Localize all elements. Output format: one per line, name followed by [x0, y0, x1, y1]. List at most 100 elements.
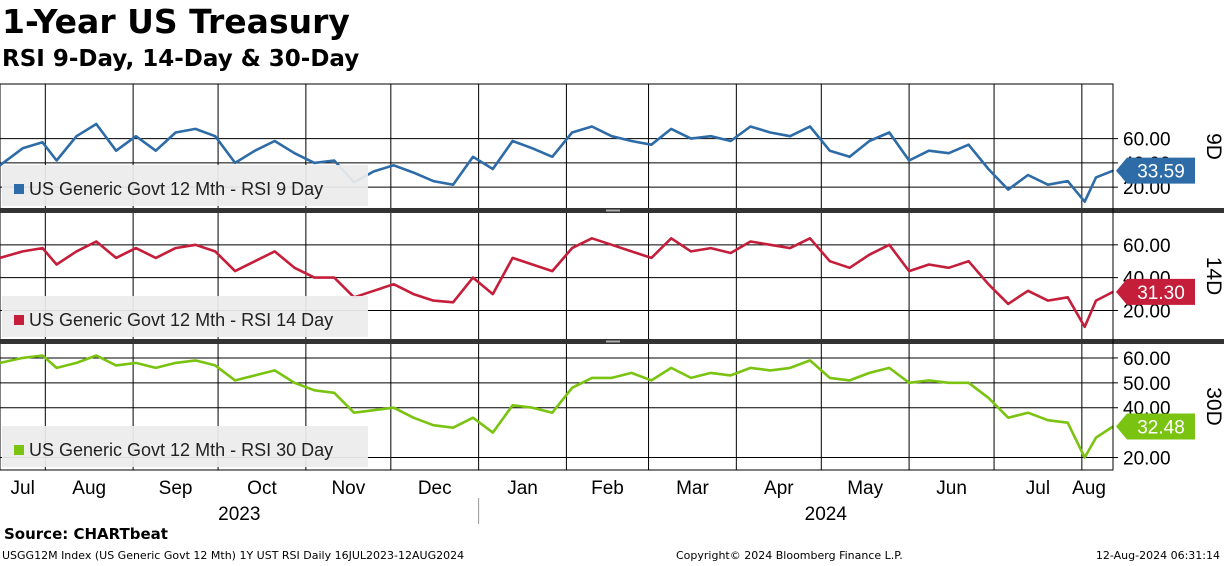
data-point: [452, 426, 454, 429]
data-point: [313, 389, 316, 392]
x-tick-label: Aug: [1072, 478, 1106, 499]
data-point: [353, 411, 355, 414]
x-tick-label: Apr: [764, 478, 794, 499]
data-point: [908, 159, 910, 162]
source-note: Source: CHARTbeat: [4, 525, 168, 543]
data-point: [670, 237, 672, 240]
legend-label: US Generic Govt 12 Mth - RSI 9 Day: [29, 179, 323, 199]
data-point: [1095, 299, 1097, 302]
data-point: [1095, 436, 1097, 439]
data-point: [293, 152, 296, 154]
data-point: [333, 276, 335, 279]
data-point: [273, 250, 276, 253]
data-point: [828, 149, 831, 152]
data-point: [75, 362, 78, 364]
x-tick-label: Jul: [11, 478, 35, 499]
data-point: [194, 128, 197, 130]
data-point: [789, 135, 791, 137]
data-point: [174, 247, 177, 249]
data-point: [670, 367, 672, 369]
panel-side-label: 14D: [1202, 257, 1224, 296]
y-tick-label: 20.00: [1123, 449, 1171, 470]
data-point: [1047, 183, 1049, 186]
data-point: [610, 377, 613, 379]
data-point: [551, 411, 554, 414]
data-point: [115, 149, 117, 152]
data-point: [591, 125, 593, 128]
data-point: [571, 247, 573, 249]
data-point: [333, 159, 335, 162]
data-point: [809, 359, 811, 362]
year-label: 2023: [218, 504, 260, 524]
data-point: [373, 289, 375, 292]
data-point: [967, 382, 970, 384]
data-point: [115, 364, 117, 367]
data-point: [154, 257, 157, 259]
data-point: [135, 247, 137, 249]
data-point: [749, 240, 752, 243]
data-point: [789, 367, 791, 369]
data-point: [630, 140, 633, 142]
data-point: [313, 162, 316, 164]
data-point: [1047, 419, 1049, 421]
data-point: [95, 240, 98, 243]
x-tick-label: Jun: [936, 478, 967, 499]
data-point: [75, 250, 78, 253]
last-value-tag: [1116, 157, 1195, 184]
data-point: [769, 369, 772, 372]
data-point: [947, 152, 950, 154]
data-point: [154, 367, 157, 369]
data-point: [928, 149, 930, 152]
data-point: [0, 257, 1, 259]
x-tick-label: Jan: [507, 478, 538, 499]
data-point: [214, 364, 217, 367]
data-point: [0, 362, 1, 364]
data-point: [135, 362, 137, 364]
data-point: [1083, 456, 1086, 459]
data-point: [749, 367, 752, 369]
last-value-tag: [1116, 413, 1195, 440]
data-point: [491, 293, 494, 295]
data-point: [214, 250, 217, 253]
data-point: [848, 266, 851, 269]
chart-title: 1-Year US Treasury: [2, 2, 350, 41]
data-point: [1007, 188, 1010, 191]
data-point: [551, 270, 554, 272]
data-point: [908, 270, 910, 272]
data-point: [670, 128, 672, 130]
data-point: [472, 416, 474, 419]
data-point: [888, 131, 891, 134]
separator-grip: [606, 340, 620, 343]
data-point: [1083, 200, 1086, 203]
data-point: [293, 382, 296, 384]
data-point: [1027, 411, 1029, 414]
x-tick-label: Aug: [72, 478, 106, 499]
data-point: [828, 377, 831, 379]
data-point: [95, 123, 98, 125]
data-point: [690, 137, 692, 140]
data-point: [511, 140, 514, 142]
data-point: [21, 250, 24, 253]
data-point: [154, 149, 157, 152]
data-point: [789, 247, 791, 249]
data-point: [928, 263, 930, 266]
data-point: [21, 357, 24, 359]
data-point: [531, 263, 534, 266]
data-point: [1095, 176, 1097, 179]
data-point: [868, 372, 871, 374]
data-point: [373, 409, 375, 412]
data-point: [194, 359, 197, 362]
data-point: [868, 140, 871, 142]
data-point: [313, 276, 316, 279]
data-point: [392, 406, 395, 409]
data-point: [1066, 180, 1069, 182]
data-point: [630, 372, 633, 374]
data-point: [491, 431, 494, 434]
data-point: [1027, 174, 1029, 176]
copyright-note: Copyright© 2024 Bloomberg Finance L.P.: [676, 549, 903, 562]
data-point: [55, 159, 58, 162]
x-tick-label: Nov: [331, 478, 365, 499]
data-point: [41, 354, 44, 357]
y-tick-label: 60.00: [1123, 349, 1171, 370]
data-point: [135, 135, 137, 137]
